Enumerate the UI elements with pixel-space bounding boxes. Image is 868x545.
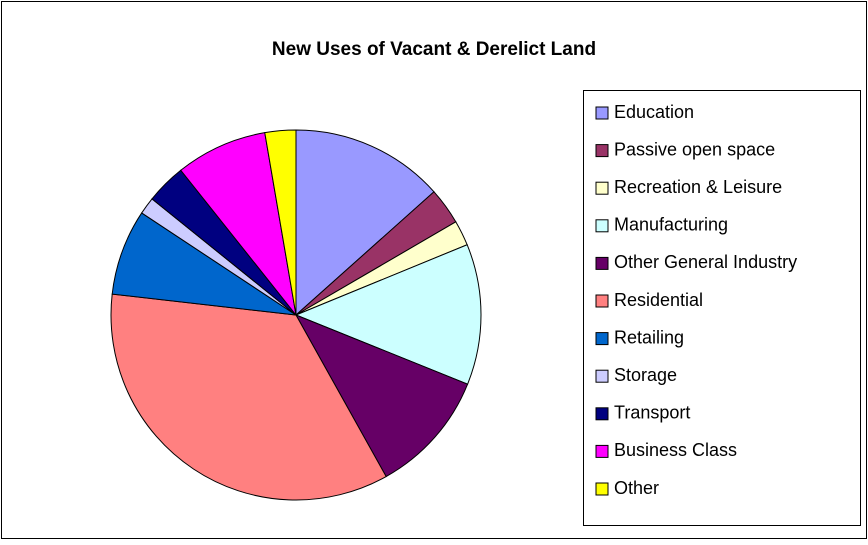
legend-box (583, 90, 861, 526)
legend-swatch (595, 482, 609, 496)
legend-swatch (595, 407, 609, 421)
pie-slice (294, 244, 482, 385)
legend-swatch (595, 369, 609, 383)
legend-swatch (595, 106, 609, 120)
legend-swatch (595, 144, 609, 158)
legend-label: Recreation & Leisure (614, 177, 782, 197)
chart-title: New Uses of Vacant & Derelict Land (272, 39, 596, 60)
pie-slice (180, 132, 297, 316)
legend-label: Retailing (614, 327, 684, 347)
legend-label: Business Class (614, 440, 737, 460)
pie-slice (264, 129, 297, 316)
legend-swatch (595, 181, 609, 195)
legend-swatch (595, 332, 609, 346)
legend-label: Passive open space (614, 139, 775, 159)
legend-label: Other (614, 478, 659, 498)
legend-label: Residential (614, 290, 703, 310)
legend-label: Transport (614, 403, 690, 423)
legend-swatch (595, 444, 609, 458)
legend-swatch (595, 294, 609, 308)
legend-label: Education (614, 102, 694, 122)
legend-label: Other General Industry (614, 252, 797, 272)
pie-slice (110, 293, 387, 501)
legend-label: Storage (614, 365, 677, 385)
legend-swatch (595, 256, 609, 270)
pie-slice (294, 314, 469, 478)
pie-slice (295, 129, 435, 317)
legend-label: Manufacturing (614, 215, 728, 235)
legend-swatch (595, 219, 609, 233)
